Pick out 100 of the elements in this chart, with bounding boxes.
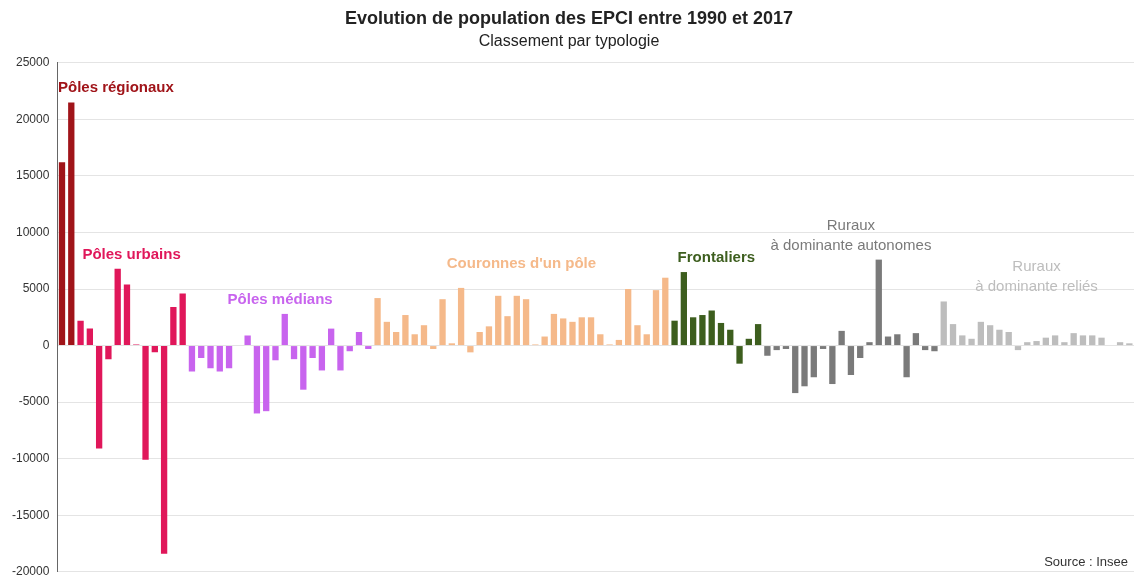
bar bbox=[105, 346, 112, 360]
bar bbox=[467, 346, 474, 353]
bar bbox=[1070, 333, 1077, 346]
bar bbox=[689, 317, 697, 346]
bar bbox=[625, 289, 632, 346]
y-tick-label: -10000 bbox=[11, 451, 50, 465]
series-label: Ruraux à dominante reliés bbox=[975, 257, 1098, 295]
bar bbox=[968, 338, 975, 346]
bar bbox=[1089, 335, 1096, 346]
bar bbox=[857, 346, 864, 359]
bar bbox=[569, 321, 576, 346]
bar bbox=[838, 330, 845, 346]
bar bbox=[383, 321, 391, 346]
bar bbox=[430, 346, 437, 349]
bar bbox=[903, 346, 910, 378]
bar bbox=[745, 338, 752, 346]
bar bbox=[216, 346, 223, 372]
bar bbox=[272, 346, 279, 361]
bar bbox=[699, 315, 706, 346]
bar bbox=[1079, 335, 1087, 346]
bar bbox=[1098, 337, 1105, 346]
bar bbox=[560, 318, 567, 346]
bar bbox=[894, 334, 901, 346]
bar bbox=[151, 346, 158, 353]
bar bbox=[578, 317, 585, 346]
bar bbox=[281, 313, 288, 346]
bar bbox=[829, 346, 836, 385]
bar bbox=[170, 307, 177, 346]
bar bbox=[58, 162, 66, 346]
series-label: Frontaliers bbox=[677, 248, 756, 266]
y-tick-label: -15000 bbox=[11, 507, 50, 522]
bar bbox=[485, 326, 493, 346]
bar bbox=[986, 325, 994, 346]
bar bbox=[819, 346, 827, 349]
bar bbox=[792, 346, 799, 394]
bar bbox=[374, 298, 381, 346]
bar bbox=[411, 334, 418, 346]
series-label: Pôles médians bbox=[227, 289, 333, 307]
bar bbox=[597, 334, 604, 346]
bar bbox=[160, 346, 168, 554]
bar bbox=[253, 346, 261, 414]
bar bbox=[671, 320, 678, 346]
bar bbox=[495, 295, 502, 346]
bar bbox=[550, 313, 558, 346]
bar bbox=[662, 277, 669, 346]
bar bbox=[727, 329, 734, 346]
bar bbox=[290, 346, 298, 360]
bar bbox=[643, 334, 650, 346]
bar bbox=[680, 272, 688, 346]
bar bbox=[123, 284, 131, 346]
bar bbox=[736, 346, 743, 364]
bar bbox=[355, 332, 363, 346]
bar bbox=[207, 346, 214, 369]
y-tick-label: 25000 bbox=[15, 55, 50, 70]
bar bbox=[188, 346, 196, 372]
bar bbox=[402, 315, 409, 346]
bar bbox=[587, 317, 595, 346]
bar bbox=[318, 346, 326, 371]
bar bbox=[77, 320, 84, 346]
bar bbox=[225, 346, 233, 369]
bar bbox=[977, 321, 985, 346]
bar bbox=[300, 346, 307, 390]
y-tick-label: -5000 bbox=[18, 394, 50, 409]
bar bbox=[114, 268, 121, 346]
series-label: Pôles régionaux bbox=[58, 78, 175, 96]
bar bbox=[959, 335, 966, 346]
bar bbox=[457, 287, 465, 346]
annotation: Source : Insee bbox=[1044, 553, 1128, 569]
y-tick-label: 10000 bbox=[15, 224, 50, 239]
bar bbox=[940, 301, 947, 346]
bar bbox=[634, 325, 641, 346]
bar bbox=[866, 342, 873, 346]
bar bbox=[1116, 342, 1124, 346]
y-tick-label: -20000 bbox=[11, 564, 50, 579]
bar bbox=[1033, 341, 1040, 346]
bar bbox=[68, 102, 75, 346]
bar bbox=[86, 328, 94, 346]
bar bbox=[263, 346, 270, 412]
bar bbox=[95, 346, 103, 449]
bar bbox=[1005, 332, 1012, 346]
bar bbox=[309, 346, 316, 359]
bar bbox=[801, 346, 808, 387]
bar bbox=[346, 346, 353, 352]
bar bbox=[337, 346, 344, 371]
bar bbox=[717, 322, 725, 346]
bar bbox=[1024, 342, 1031, 346]
bar bbox=[754, 324, 762, 346]
y-tick-label: 20000 bbox=[15, 111, 50, 126]
chart-title: Evolution de population des EPCI entre 1990 et 2017 bbox=[344, 7, 794, 28]
bar bbox=[142, 346, 149, 460]
bar bbox=[1051, 335, 1059, 346]
bar bbox=[179, 293, 186, 346]
bar bbox=[810, 346, 817, 378]
bar bbox=[476, 332, 483, 346]
bar bbox=[847, 346, 855, 375]
bar bbox=[541, 336, 548, 346]
bar bbox=[652, 290, 660, 346]
bar bbox=[912, 333, 920, 346]
bar bbox=[615, 339, 623, 346]
bar bbox=[513, 295, 520, 346]
